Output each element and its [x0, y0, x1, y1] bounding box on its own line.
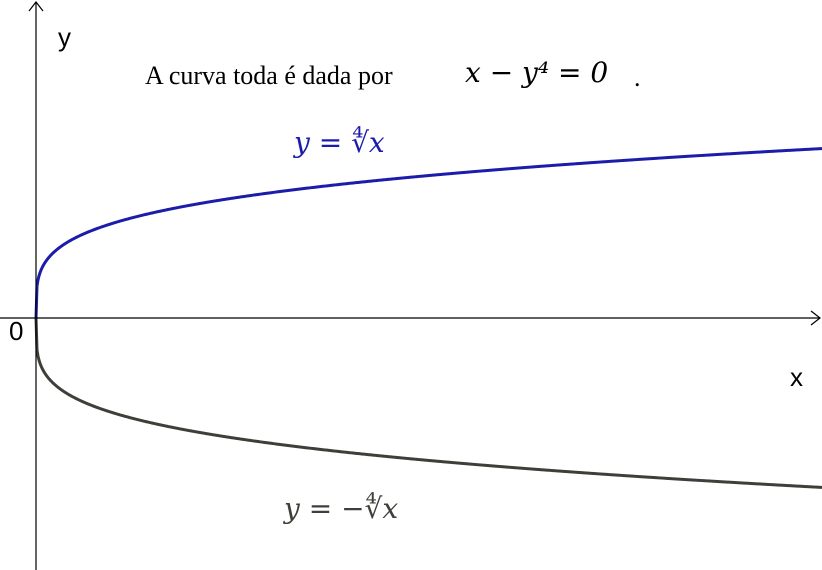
origin-label: 0: [9, 316, 23, 346]
curve-label: y = −∜x: [282, 491, 398, 525]
curve: [34, 317, 822, 489]
note-text: A curva toda é dada por: [145, 61, 393, 90]
note-equation: x − y⁴ = 0: [465, 56, 608, 89]
x-axis-label: x: [790, 362, 803, 392]
curve-label: y = ∜x: [292, 125, 385, 159]
y-axis-label: y: [58, 22, 71, 52]
curve: [34, 147, 822, 319]
x-axis-arrow: [810, 310, 821, 326]
note-period: .: [634, 63, 641, 92]
y-axis-arrow: [28, 1, 44, 12]
